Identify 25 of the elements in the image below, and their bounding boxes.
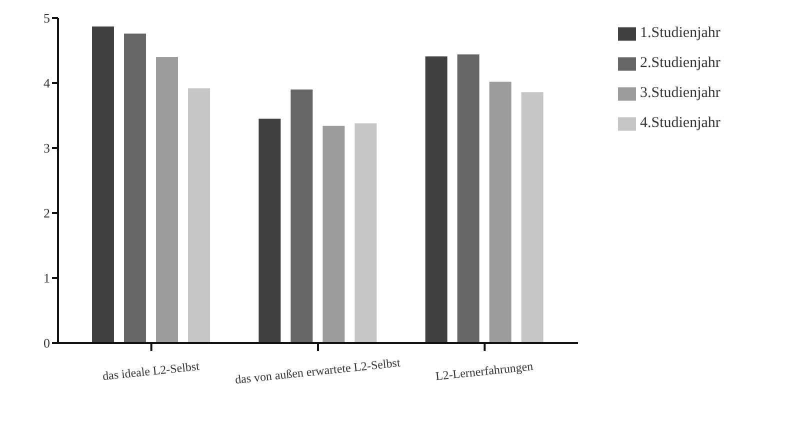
y-tick-label: 4: [44, 76, 50, 91]
x-tick-label: das ideale L2-Selbst: [102, 358, 201, 384]
y-tick-label: 3: [44, 140, 50, 156]
bar: [354, 123, 377, 343]
bar: [92, 26, 114, 343]
x-tick-label: L2-Lernerfahrungen: [434, 358, 534, 384]
y-tick-label: 1: [44, 270, 50, 286]
x-tick-label: das von außen erwartete L2-Selbst: [234, 355, 402, 387]
bar: [425, 56, 448, 343]
bar: [457, 54, 480, 343]
bar: [290, 90, 313, 343]
bar: [156, 57, 178, 343]
legend-label: 1.Studienjahr: [640, 25, 720, 41]
bar: [489, 82, 512, 343]
legend-label: 3.Studienjahr: [640, 85, 720, 101]
legend-label: 4.Studienjahr: [640, 115, 720, 131]
y-tick-label: 5: [44, 10, 50, 26]
bar: [521, 92, 544, 343]
y-tick-label: 0: [44, 336, 50, 351]
bar: [124, 34, 146, 343]
bar: [188, 88, 210, 343]
legend-label: 2.Studienjahr: [640, 55, 720, 71]
bar: [258, 118, 281, 343]
y-tick-label: 2: [44, 206, 50, 221]
bar: [322, 126, 345, 343]
